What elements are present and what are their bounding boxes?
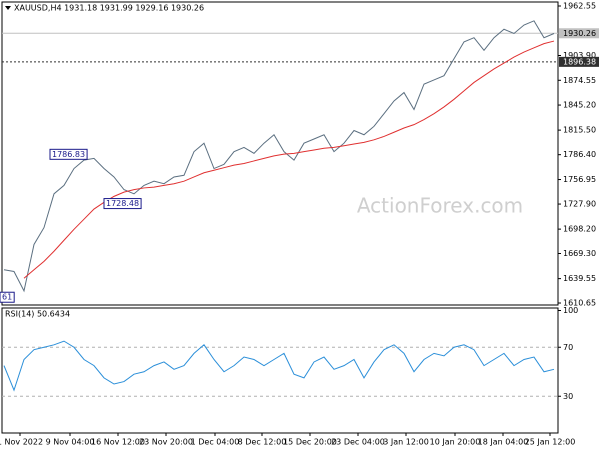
menu-icon [5,6,11,10]
watermark: ActionForex.com [357,194,523,218]
y-tick-label: 1903.90 [563,51,596,60]
x-tick-label: 23 Nov 20:00 [139,438,193,447]
series-line [23,40,555,279]
y-tick-label: 1639.55 [563,274,596,283]
annotation-label: 61 [2,293,12,302]
x-tick-label: 1 Nov 2022 [0,438,43,447]
x-tick-label: 15 Dec 20:00 [283,438,337,447]
y-tick-label: 1845.20 [563,101,596,110]
series-line [3,20,555,293]
y-tick-label: 1669.30 [563,249,596,258]
y-tick-label: 1756.95 [563,175,596,184]
y-tick-label: 1874.55 [563,76,596,85]
annotation-label: 1728.48 [106,199,139,208]
annotation-box [0,291,15,303]
y-tick-label: 1698.20 [563,225,596,234]
price-frame [1,1,559,306]
series-line [3,340,555,392]
x-tick-label: 1 Dec 04:00 [191,438,240,447]
x-tick-label: 23 Dec 04:00 [331,438,385,447]
price-label: 1930.26 [563,29,596,38]
x-tick-label: 25 Jan 12:00 [525,438,576,447]
x-tick-label: 9 Nov 04:00 [46,438,95,447]
x-tick-label: 8 Dec 12:00 [238,438,287,447]
x-tick-label: 18 Jan 04:00 [478,438,529,447]
y-tick-label: 100 [563,306,578,315]
x-tick-label: 10 Jan 20:00 [430,438,481,447]
y-tick-label: 30 [563,392,573,401]
y-tick-label: 1815.50 [563,126,596,135]
y-tick-label: 1727.90 [563,200,596,209]
price-title: XAUUSD,H4 1931.18 1931.99 1929.16 1930.2… [14,4,204,13]
y-tick-label: 70 [563,343,573,352]
x-tick-label: 3 Jan 12:00 [383,438,429,447]
price-label-box [559,28,599,39]
y-tick-label: 1786.40 [563,150,596,159]
rsi-frame [1,307,559,434]
price-label-box [559,56,599,67]
annotation-box [49,148,88,160]
rsi-title: RSI(14) 50.6434 [5,310,70,319]
annotation-label: 1786.83 [52,150,85,159]
x-tick-label: 16 Nov 12:00 [91,438,145,447]
y-tick-label: 1610.65 [563,299,596,308]
y-tick-label: 1962.55 [563,2,596,11]
price-label: 1896.38 [563,57,596,66]
annotation-box [103,198,142,210]
